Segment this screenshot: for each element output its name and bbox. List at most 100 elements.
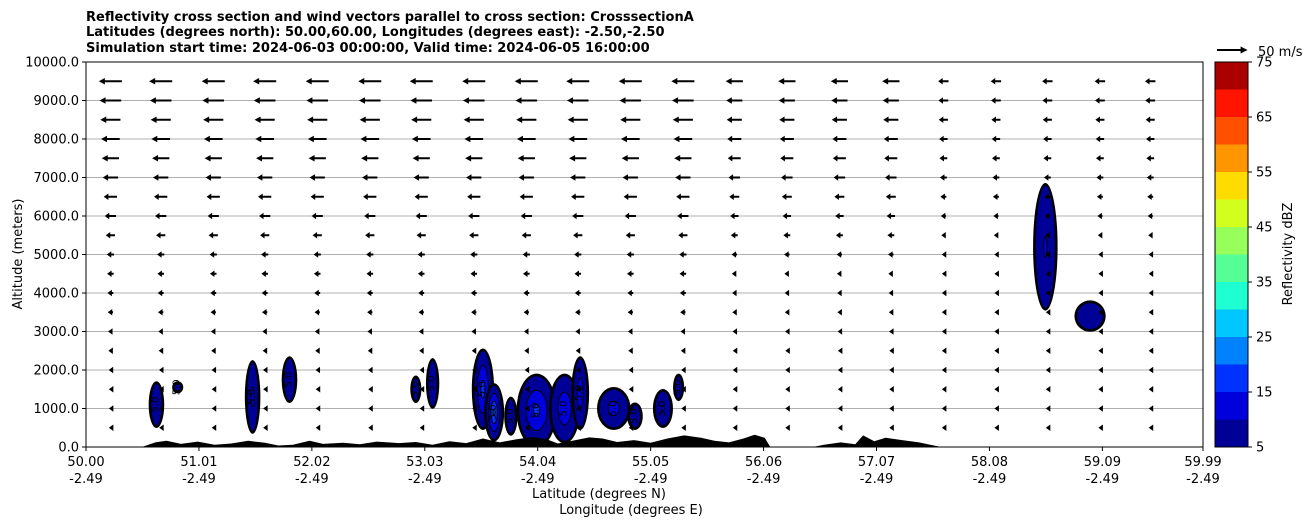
wind-vector — [256, 155, 274, 162]
arrow-head — [514, 78, 521, 85]
reference-arrow-head — [1240, 46, 1248, 54]
wind-vector — [470, 289, 477, 297]
arrow-head — [366, 270, 371, 277]
wind-vector — [888, 309, 894, 316]
wind-vector — [732, 309, 737, 316]
y-tick-label: 0.0 — [58, 441, 79, 456]
arrow-head — [419, 366, 425, 374]
wind-vector — [101, 135, 120, 143]
wind-vector — [471, 328, 476, 335]
wind-vector — [837, 289, 842, 297]
wind-vector — [574, 270, 582, 277]
wind-vector — [367, 328, 372, 335]
wind-vector — [307, 116, 328, 123]
arrow-head — [681, 366, 686, 374]
wind-vector — [359, 116, 380, 123]
wind-vector — [108, 347, 113, 354]
arrow-head — [1148, 347, 1154, 354]
wind-vector — [1095, 135, 1105, 143]
wind-vector — [628, 424, 634, 431]
wind-vector — [150, 116, 171, 123]
arrow-head — [621, 155, 628, 162]
colorbar-segment — [1215, 199, 1248, 227]
arrow-head — [305, 78, 312, 85]
arrow-head — [681, 424, 686, 431]
arrow-head — [725, 78, 732, 85]
wind-vector — [681, 366, 686, 374]
wind-vector — [1148, 424, 1154, 431]
wind-vector — [679, 270, 687, 277]
arrow-head — [367, 347, 373, 354]
wind-vector — [467, 193, 481, 200]
wind-vector — [363, 193, 377, 200]
arrow-head — [105, 232, 111, 239]
arrow-head — [994, 347, 999, 354]
arrow-head — [1098, 328, 1103, 335]
arrow-head — [991, 135, 997, 143]
arrow-head — [524, 347, 529, 354]
arrow-head — [1148, 366, 1154, 374]
arrow-head — [411, 135, 418, 143]
wind-vector — [1096, 174, 1104, 181]
contour-level-label: 5.0 — [477, 381, 488, 397]
wind-vector — [940, 193, 947, 200]
wind-vector — [159, 424, 164, 431]
arrow-head — [462, 78, 469, 85]
reflectivity-cell — [504, 396, 518, 436]
arrow-head — [315, 424, 321, 431]
wind-vector — [107, 289, 114, 297]
wind-vector — [572, 212, 584, 220]
colorbar-tick-label: 45 — [1256, 221, 1273, 236]
wind-vector — [524, 347, 529, 354]
arrow-head — [108, 328, 113, 335]
wind-vector — [627, 328, 633, 335]
arrow-head — [679, 289, 685, 297]
wind-vector — [732, 289, 737, 297]
x-tick-label-latitude: 52.02 — [293, 455, 330, 470]
contour-band — [607, 400, 620, 417]
x-tick-label-longitude: -2.49 — [182, 472, 216, 487]
arrow-head — [888, 289, 894, 297]
arrow-head — [576, 424, 581, 431]
wind-vector — [620, 116, 641, 123]
arrow-head — [1045, 309, 1051, 316]
wind-vector — [781, 193, 792, 200]
arrow-head — [732, 366, 738, 374]
wind-vector — [672, 116, 693, 123]
wind-vector — [1148, 251, 1154, 258]
colorbar-segment — [1215, 364, 1248, 392]
arrow-head — [262, 347, 268, 354]
arrow-head — [313, 251, 319, 258]
arrow-head — [1098, 405, 1103, 412]
wind-vector — [306, 97, 329, 104]
arrow-head — [103, 193, 109, 200]
arrow-head — [524, 386, 530, 393]
arrow-head — [732, 424, 738, 431]
title-line-3: Simulation start time: 2024-06-03 00:00:… — [86, 41, 650, 56]
contour-band — [173, 382, 182, 392]
wind-vector — [152, 155, 170, 162]
arrow-head — [889, 386, 894, 393]
y-tick-label: 2000.0 — [34, 364, 80, 379]
wind-vector — [209, 270, 217, 277]
chart-title: Reflectivity cross section and wind vect… — [86, 10, 694, 56]
arrow-head — [836, 251, 842, 258]
wind-vector — [622, 174, 638, 181]
arrow-head — [1042, 78, 1047, 85]
wind-vector — [472, 405, 477, 412]
wind-vector — [207, 212, 219, 220]
arrow-head — [419, 424, 425, 431]
wind-vector — [671, 78, 695, 85]
wind-vector — [993, 212, 999, 220]
arrow-head — [785, 386, 790, 393]
title-line-2: Latitudes (degrees north): 50.00,60.00, … — [86, 25, 665, 40]
arrow-head — [100, 116, 107, 123]
wind-vector — [889, 405, 894, 412]
arrow-head — [941, 366, 947, 374]
arrow-head — [628, 347, 633, 354]
arrow-head — [523, 309, 529, 316]
wind-vector — [884, 155, 898, 162]
arrow-head — [620, 116, 627, 123]
arrow-head — [941, 328, 947, 335]
contour-level-label: 5.0 — [559, 401, 570, 417]
